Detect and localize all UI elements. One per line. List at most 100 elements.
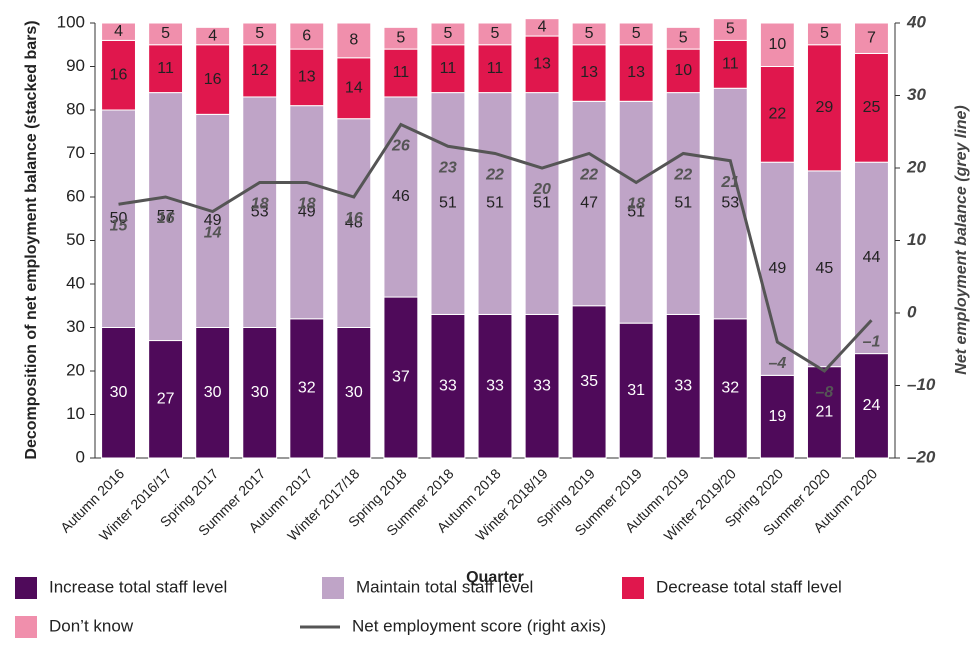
bar-segment xyxy=(242,44,278,98)
bar-value-label: 22 xyxy=(768,106,786,123)
bar-value-label: 13 xyxy=(533,56,551,73)
line-value-label: 18 xyxy=(627,196,645,213)
bar-segment xyxy=(148,44,184,94)
bar-segment xyxy=(571,22,607,46)
y2-tick-label: 10 xyxy=(907,230,926,249)
bar-segment xyxy=(806,44,842,172)
bar-value-label: 5 xyxy=(396,29,405,46)
bar-segment xyxy=(101,327,136,459)
bar-value-label: 4 xyxy=(538,19,547,36)
bar-value-label: 4 xyxy=(114,23,123,40)
bar-value-label: 11 xyxy=(487,60,504,77)
x-axis-title: Quarter xyxy=(466,569,524,586)
bar-value-label: 30 xyxy=(345,384,363,401)
bar-value-label: 51 xyxy=(533,195,551,212)
bar-segment xyxy=(524,92,560,315)
bar-segment xyxy=(336,327,372,459)
y2-tick-label: –10 xyxy=(907,375,936,394)
legend-label: Decrease total staff level xyxy=(656,577,842,596)
bar-value-label: 11 xyxy=(722,56,739,73)
bar-segment xyxy=(618,100,654,324)
bar-value-label: 51 xyxy=(439,195,457,212)
line-value-label: 18 xyxy=(298,196,316,213)
bar-segment xyxy=(477,92,513,315)
line-value-label: –4 xyxy=(768,355,786,372)
bar-value-label: 30 xyxy=(251,384,269,401)
bar-segment xyxy=(571,305,607,459)
y2-tick-label: 0 xyxy=(907,302,917,321)
y-tick-label: 50 xyxy=(66,230,85,249)
bar-value-label: 5 xyxy=(820,25,829,42)
line-value-label: 22 xyxy=(579,167,598,184)
y2-tick-label: 20 xyxy=(906,157,926,176)
bar-segment xyxy=(430,313,466,459)
bar-segment xyxy=(712,18,748,41)
bar-segment xyxy=(289,105,325,320)
line xyxy=(118,122,873,373)
y2-tick-label: 30 xyxy=(907,85,926,104)
bar-segment xyxy=(101,22,136,41)
y-tick-label: 0 xyxy=(76,447,85,466)
line-value-label: 16 xyxy=(345,210,363,227)
bar-segment xyxy=(618,22,654,46)
bar-segment xyxy=(665,26,701,50)
legend-swatch xyxy=(322,577,344,599)
bar-segment xyxy=(665,48,701,94)
legend-label: Increase total staff level xyxy=(49,577,227,596)
bar-value-label: 51 xyxy=(486,195,504,212)
y-tick-label: 80 xyxy=(66,99,85,118)
bar-value-label: 6 xyxy=(302,27,311,44)
bar-value-label: 49 xyxy=(298,203,316,220)
y-tick-label: 90 xyxy=(66,56,85,75)
bar-value-label: 33 xyxy=(439,377,457,394)
line-value-label: –8 xyxy=(816,384,834,401)
line-value-label: 20 xyxy=(532,181,551,198)
bar-value-label: 32 xyxy=(298,380,316,397)
bar-segment xyxy=(618,322,654,459)
bar-value-label: 32 xyxy=(721,380,739,397)
bar-segment xyxy=(383,296,419,459)
legend-label: Don’t know xyxy=(49,616,134,635)
bar-segment xyxy=(854,353,889,459)
bar-value-label: 11 xyxy=(157,60,174,77)
bar-segment xyxy=(477,313,513,459)
legend-label: Maintain total staff level xyxy=(356,577,533,596)
y-tick-label: 100 xyxy=(57,12,85,31)
y2-tick-label: –20 xyxy=(907,447,936,466)
bar-value-label: 21 xyxy=(816,404,834,421)
bar-value-label: 25 xyxy=(863,99,881,116)
bar-value-label: 13 xyxy=(580,64,598,81)
bar-value-label: 16 xyxy=(204,71,222,88)
bar-segment xyxy=(242,96,278,328)
bar-value-label: 51 xyxy=(627,203,645,220)
line-value-label: 16 xyxy=(157,210,175,227)
bar-value-label: 44 xyxy=(863,249,881,266)
bar-value-label: 31 xyxy=(627,382,645,399)
bar-value-label: 51 xyxy=(674,195,692,212)
y-tick-label: 70 xyxy=(66,143,85,162)
line-value-label: –1 xyxy=(863,333,881,350)
bar-segment xyxy=(101,109,136,328)
bar-segment xyxy=(195,26,231,46)
bar-value-label: 48 xyxy=(345,214,363,231)
y-tick-label: 30 xyxy=(66,317,85,336)
bar-segment xyxy=(242,327,278,459)
bar-segment xyxy=(430,22,466,46)
bar-value-label: 33 xyxy=(486,377,504,394)
bar-value-label: 30 xyxy=(110,384,128,401)
bar-value-label: 46 xyxy=(392,188,410,205)
y-axis-title: Decomposition of net employment balance … xyxy=(23,20,40,459)
bar-segment xyxy=(854,22,889,54)
bar-segment xyxy=(336,22,372,59)
bar-segment xyxy=(571,100,607,307)
bar-segment xyxy=(430,44,466,94)
bar-value-label: 50 xyxy=(110,210,128,227)
bar-value-label: 5 xyxy=(443,25,452,42)
bar-segment xyxy=(712,39,748,89)
bar-value-label: 5 xyxy=(726,21,735,38)
bar-value-label: 57 xyxy=(157,208,175,225)
bar-value-label: 4 xyxy=(208,27,217,44)
bar-value-label: 53 xyxy=(251,203,269,220)
bar-segment xyxy=(148,22,184,46)
bar-segment xyxy=(712,318,748,459)
